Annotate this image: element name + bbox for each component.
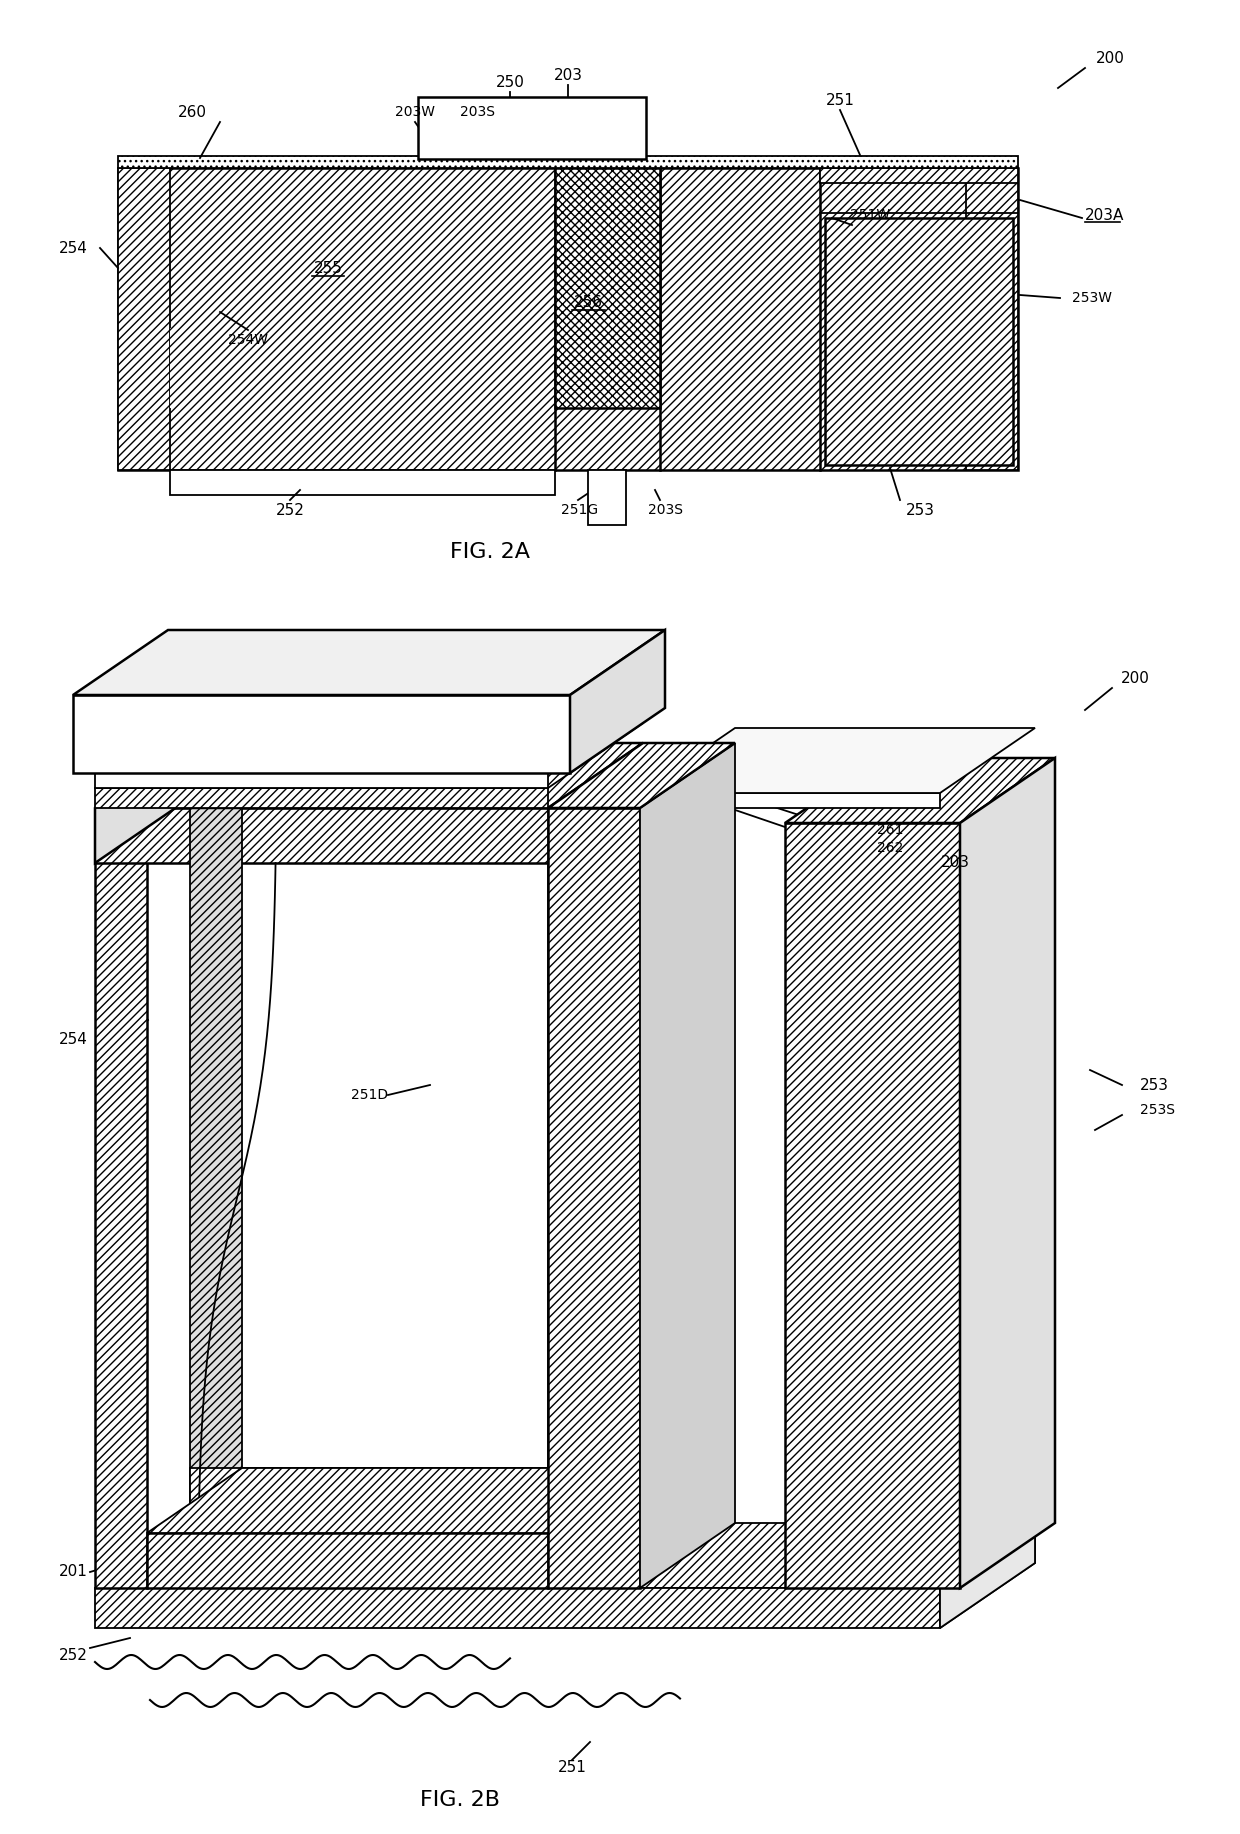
Bar [170,328,551,407]
Polygon shape [95,743,190,864]
Text: 200: 200 [1096,51,1125,66]
Text: 203S: 203S [647,503,682,517]
Polygon shape [548,743,735,809]
Text: 254W: 254W [228,334,268,347]
Bar [825,218,1013,466]
Text: 254: 254 [60,1033,88,1047]
Polygon shape [640,743,735,1588]
Bar [820,169,1018,183]
Bar [95,789,548,809]
Polygon shape [190,1467,644,1522]
Polygon shape [190,743,242,1522]
Bar [95,772,548,789]
Text: 251W: 251W [849,207,890,222]
Text: 251: 251 [826,92,854,108]
Polygon shape [640,728,1035,792]
Text: 256: 256 [574,295,603,310]
Text: 261: 261 [877,823,903,836]
Bar [418,97,646,160]
Text: 253W: 253W [1073,292,1112,304]
Polygon shape [785,757,1055,823]
Bar [95,809,548,864]
Text: 260: 260 [177,105,207,119]
Bar [548,809,640,1588]
Text: 251G: 251G [562,503,599,517]
Bar [148,1533,548,1588]
Text: 250: 250 [496,75,525,90]
Bar [118,156,1018,169]
Bar [148,864,548,1533]
Bar [95,809,148,1588]
Text: 203W: 203W [396,105,435,119]
Bar [73,695,570,772]
Polygon shape [190,798,644,1467]
Text: 203A: 203A [1085,207,1125,222]
Polygon shape [95,708,644,772]
Polygon shape [95,1588,940,1629]
Text: 253: 253 [905,503,935,517]
Text: 252: 252 [275,503,305,517]
Text: FIG. 2A: FIG. 2A [450,543,529,561]
Text: 251: 251 [558,1761,587,1775]
Polygon shape [73,631,665,695]
Polygon shape [960,757,1055,1588]
Bar [556,169,660,407]
Polygon shape [95,723,644,789]
Polygon shape [570,631,665,772]
Text: 251D: 251D [351,1088,388,1102]
Bar [118,169,170,470]
Text: 201: 201 [60,1564,88,1579]
Text: 203: 203 [553,68,583,83]
Text: 250: 250 [448,660,476,675]
Text: FIG. 2B: FIG. 2B [420,1790,500,1810]
Bar [785,823,960,1588]
Polygon shape [940,1522,1035,1629]
Bar [966,169,1018,470]
Text: 253: 253 [1140,1078,1169,1093]
Text: 252: 252 [60,1647,88,1662]
Text: 200: 200 [1121,671,1149,686]
Bar [640,792,940,809]
Text: 203: 203 [940,855,970,869]
Text: 255: 255 [314,260,342,275]
Bar [118,169,1018,470]
Text: 262: 262 [877,842,903,855]
Text: 203S: 203S [460,105,495,119]
Polygon shape [95,743,644,809]
Text: 254: 254 [60,240,88,255]
Polygon shape [940,1522,1035,1629]
Polygon shape [148,1467,644,1533]
Bar [170,470,556,495]
Polygon shape [785,1522,1035,1588]
Text: 253S: 253S [1140,1102,1176,1117]
Bar [588,470,626,525]
Polygon shape [95,1522,1035,1588]
